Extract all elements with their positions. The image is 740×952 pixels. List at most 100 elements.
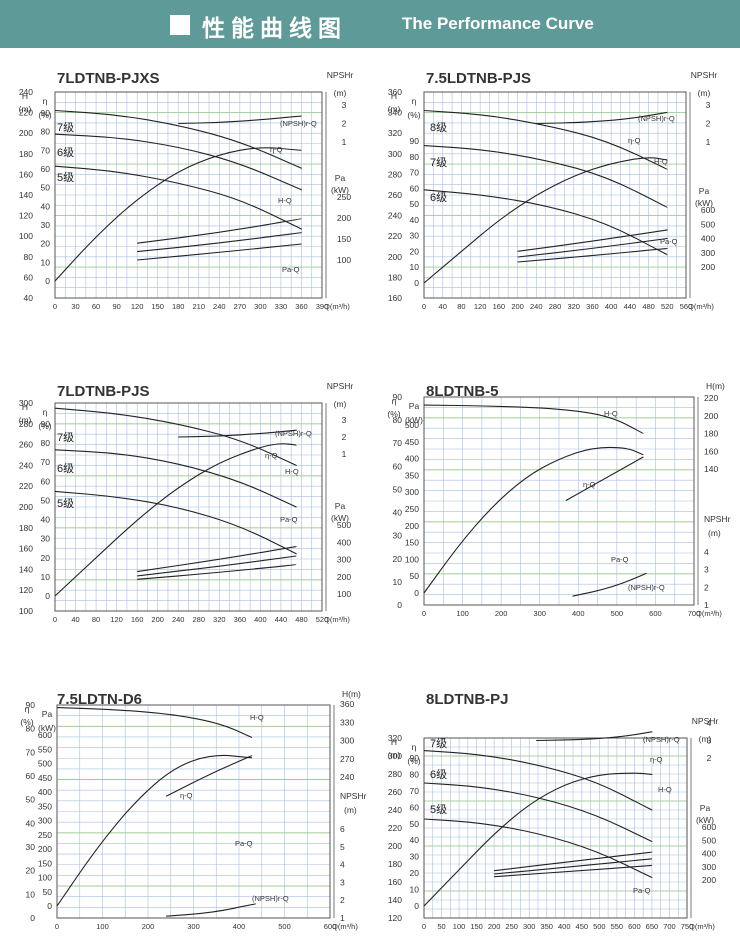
- stage-label: 5级: [57, 497, 74, 510]
- right-axis-tick: 4: [704, 547, 709, 557]
- left-axis-tick: 450: [38, 773, 52, 783]
- x-tick-label: 400: [233, 922, 246, 931]
- right-axis-unit: (m): [334, 399, 347, 409]
- left-axis-tick: 60: [26, 771, 36, 781]
- series-line: [54, 407, 297, 466]
- left-axis-tick: 60: [24, 272, 34, 282]
- left-axis-tick: 200: [388, 841, 402, 851]
- right-axis-unit: (m): [698, 88, 711, 98]
- left-axis-tick: 250: [38, 830, 52, 840]
- left-axis-tick: 350: [38, 801, 52, 811]
- left-axis-tick: 100: [405, 554, 419, 564]
- series-line: [494, 858, 652, 875]
- left-axis-tick: 200: [19, 502, 33, 512]
- left-axis-tick: 320: [388, 128, 402, 138]
- right-axis-tick: 4: [340, 860, 345, 870]
- x-tick-label: 300: [254, 302, 267, 311]
- right-axis-tick: 360: [340, 699, 354, 709]
- x-axis-label: Q(m³/h): [688, 302, 714, 311]
- chart-title: 7LDTNB-PJXS: [57, 70, 160, 87]
- left-axis-tick: 300: [405, 487, 419, 497]
- left-axis-tick: 320: [388, 733, 402, 743]
- curve-label: η-Q: [583, 480, 596, 489]
- left-axis-tick: 20: [410, 868, 420, 878]
- plot-frame: [54, 91, 323, 299]
- left-axis-tick: 220: [19, 481, 33, 491]
- series-line: [54, 449, 297, 508]
- series-line: [423, 157, 668, 284]
- x-tick-label: 60: [92, 302, 100, 311]
- left-axis-tick: 20: [393, 554, 403, 564]
- left-axis-tick: 220: [388, 231, 402, 241]
- left-axis-tick: 50: [410, 199, 420, 209]
- series-line: [137, 546, 297, 573]
- chart-title: 8LDTNB-PJ: [426, 691, 509, 708]
- x-tick-label: 360: [234, 615, 247, 624]
- right-axis-unit: (kW): [331, 185, 349, 195]
- x-tick-label: 0: [422, 302, 426, 311]
- x-tick-label: 0: [55, 922, 59, 931]
- right-axis-tick: 1: [704, 600, 709, 610]
- x-tick-label: 200: [488, 922, 501, 931]
- left-axis-tick: 0: [397, 600, 402, 610]
- right-axis-tick: 400: [702, 849, 716, 859]
- right-axis-tick: 200: [701, 262, 715, 272]
- left-axis-unit: (%): [20, 717, 33, 727]
- right-axis-unit: (kW): [695, 198, 713, 208]
- x-tick-label: 700: [688, 609, 701, 618]
- right-axis-tick: 3: [704, 565, 709, 575]
- series-line: [423, 818, 653, 879]
- right-axis-tick: 400: [701, 234, 715, 244]
- series-line: [178, 115, 303, 125]
- x-tick-label: 300: [187, 922, 200, 931]
- series-line: [165, 755, 253, 797]
- curve-label: η-Q: [270, 145, 283, 154]
- left-axis-tick: 20: [41, 553, 51, 563]
- left-axis-tick: 90: [41, 108, 51, 118]
- left-axis-tick: 50: [26, 795, 36, 805]
- left-axis-tick: 180: [388, 859, 402, 869]
- left-axis-tick: 100: [38, 873, 52, 883]
- chart-title: 8LDTNB-5: [426, 383, 499, 400]
- plot-frame: [423, 396, 695, 606]
- left-axis-name: η: [43, 407, 48, 417]
- right-axis-tick: 2: [704, 582, 709, 592]
- x-tick-label: 360: [586, 302, 599, 311]
- right-axis-tick: 300: [340, 736, 354, 746]
- left-axis-unit: (%): [387, 409, 400, 419]
- series-line: [137, 243, 302, 261]
- x-tick-label: 550: [611, 922, 624, 931]
- right-axis-tick: 2: [342, 119, 347, 129]
- x-tick-label: 600: [649, 609, 662, 618]
- left-axis-tick: 80: [410, 152, 420, 162]
- left-axis-tick: 50: [43, 887, 53, 897]
- series-line: [565, 456, 644, 502]
- left-axis-tick: 60: [410, 183, 420, 193]
- x-tick-label: 270: [234, 302, 247, 311]
- chart-title: 7LDTNB-PJS: [57, 383, 150, 400]
- curve-label: (NPSH)r-Q: [275, 429, 312, 438]
- series-line: [137, 555, 297, 577]
- right-axis-name: NPSHr: [691, 70, 718, 80]
- stage-label: 6级: [57, 146, 74, 159]
- x-tick-label: 300: [523, 922, 536, 931]
- x-tick-label: 300: [533, 609, 546, 618]
- series-line: [423, 772, 653, 907]
- x-tick-label: 400: [605, 302, 618, 311]
- left-axis-tick: 500: [38, 759, 52, 769]
- left-axis-tick: 80: [24, 252, 34, 262]
- curve-label: η-Q: [628, 136, 641, 145]
- series-line: [423, 109, 668, 170]
- left-axis-tick: 20: [26, 866, 36, 876]
- left-axis-tick: 40: [41, 515, 51, 525]
- x-tick-label: 750: [681, 922, 694, 931]
- x-tick-label: 560: [680, 302, 693, 311]
- left-axis-tick: 360: [388, 87, 402, 97]
- left-axis-tick: 550: [38, 744, 52, 754]
- series-line: [54, 147, 303, 282]
- right-axis-tick: 240: [340, 772, 354, 782]
- x-tick-label: 90: [112, 302, 120, 311]
- right-axis-tick: 160: [704, 446, 718, 456]
- series-line: [572, 572, 648, 597]
- curve-label: H-Q: [285, 467, 299, 476]
